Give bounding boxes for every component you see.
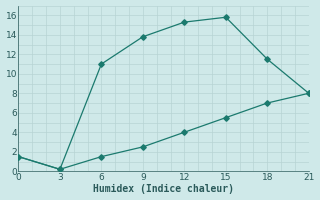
X-axis label: Humidex (Indice chaleur): Humidex (Indice chaleur) [93,184,234,194]
